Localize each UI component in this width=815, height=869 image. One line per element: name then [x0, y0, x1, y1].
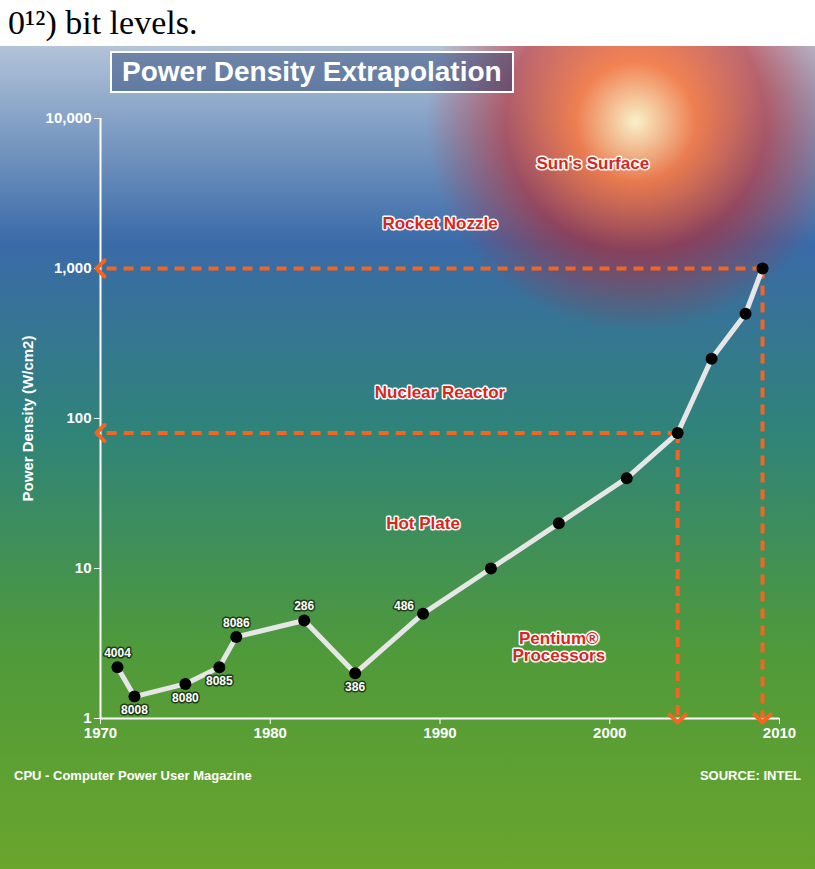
svg-text:8085: 8085: [206, 674, 233, 688]
svg-text:1,000: 1,000: [54, 259, 92, 276]
svg-text:10,000: 10,000: [46, 109, 92, 126]
svg-text:100: 100: [66, 409, 91, 426]
svg-text:4004: 4004: [104, 646, 131, 660]
svg-text:2000: 2000: [593, 724, 626, 741]
html-text:CPU - Computer Power User Maga: CPU - Computer Power User Magazine: [14, 767, 252, 783]
svg-text:Hot Plate: Hot Plate: [386, 514, 460, 533]
svg-text:Nuclear Reactor: Nuclear Reactor: [375, 383, 506, 402]
svg-text:286: 286: [294, 599, 314, 613]
svg-text:1: 1: [83, 709, 92, 727]
svg-text:1970: 1970: [84, 724, 117, 741]
svg-text:Pentium®Processors: Pentium®Processors: [513, 629, 606, 665]
svg-text:2010: 2010: [763, 724, 796, 741]
svg-text:1980: 1980: [254, 724, 287, 741]
svg-text:8008: 8008: [121, 703, 148, 717]
svg-text:386: 386: [345, 680, 365, 694]
html-text:Power Density Extrapolation: Power Density Extrapolation: [122, 56, 502, 87]
svg-text:Power Density (W/cm2): Power Density (W/cm2): [19, 336, 36, 502]
svg-text:8080: 8080: [172, 691, 199, 705]
html-text:SOURCE: INTEL: SOURCE: INTEL: [699, 767, 801, 783]
svg-text:Rocket Nozzle: Rocket Nozzle: [382, 214, 497, 233]
html-text:0¹²) bit levels.: 0¹²) bit levels.: [8, 4, 198, 41]
svg-text:8086: 8086: [223, 616, 250, 630]
svg-text:10: 10: [75, 559, 92, 576]
svg-text:486: 486: [394, 599, 414, 613]
svg-text:1990: 1990: [423, 724, 456, 741]
svg-text:Sun's Surface: Sun's Surface: [536, 154, 649, 173]
